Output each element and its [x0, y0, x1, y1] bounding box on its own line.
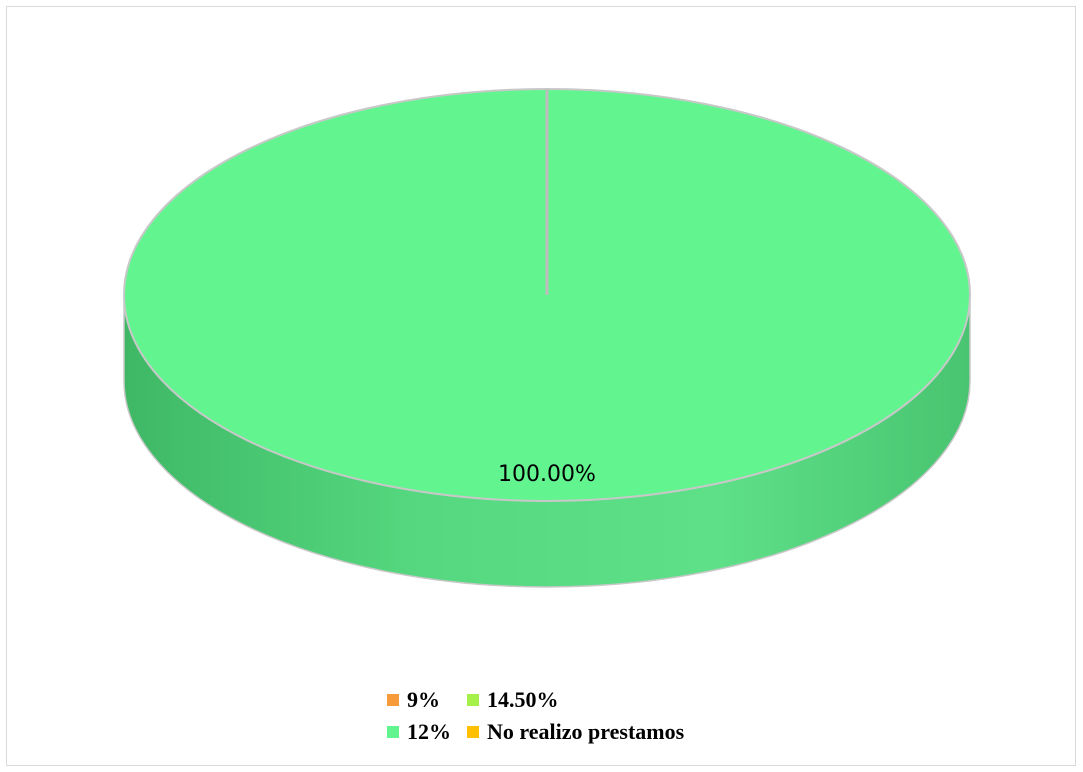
legend-swatch-14-50	[467, 694, 479, 706]
chart-area: 100.00% 9% 14.50% 12% No realizo prestam…	[6, 6, 1076, 766]
legend-label-9: 9%	[407, 687, 440, 712]
pie-chart: 100.00%	[123, 88, 971, 588]
legend-swatch-9	[387, 694, 399, 706]
legend-item-no-realizo-prestamos: No realizo prestamos	[467, 719, 684, 745]
legend-swatch-12	[387, 726, 399, 738]
legend-swatch-no-realizo-prestamos	[467, 726, 479, 738]
legend-label-no-realizo-prestamos: No realizo prestamos	[487, 719, 685, 744]
pie-slices	[123, 88, 971, 588]
legend-item-9: 9%	[387, 687, 451, 713]
legend: 9% 14.50% 12% No realizo prestamos	[387, 687, 684, 745]
legend-label-14-50: 14.50%	[487, 687, 559, 712]
legend-item-14-50: 14.50%	[467, 687, 684, 713]
legend-label-12: 12%	[407, 719, 451, 744]
data-label-12: 100.00%	[498, 462, 596, 487]
legend-item-12: 12%	[387, 719, 451, 745]
